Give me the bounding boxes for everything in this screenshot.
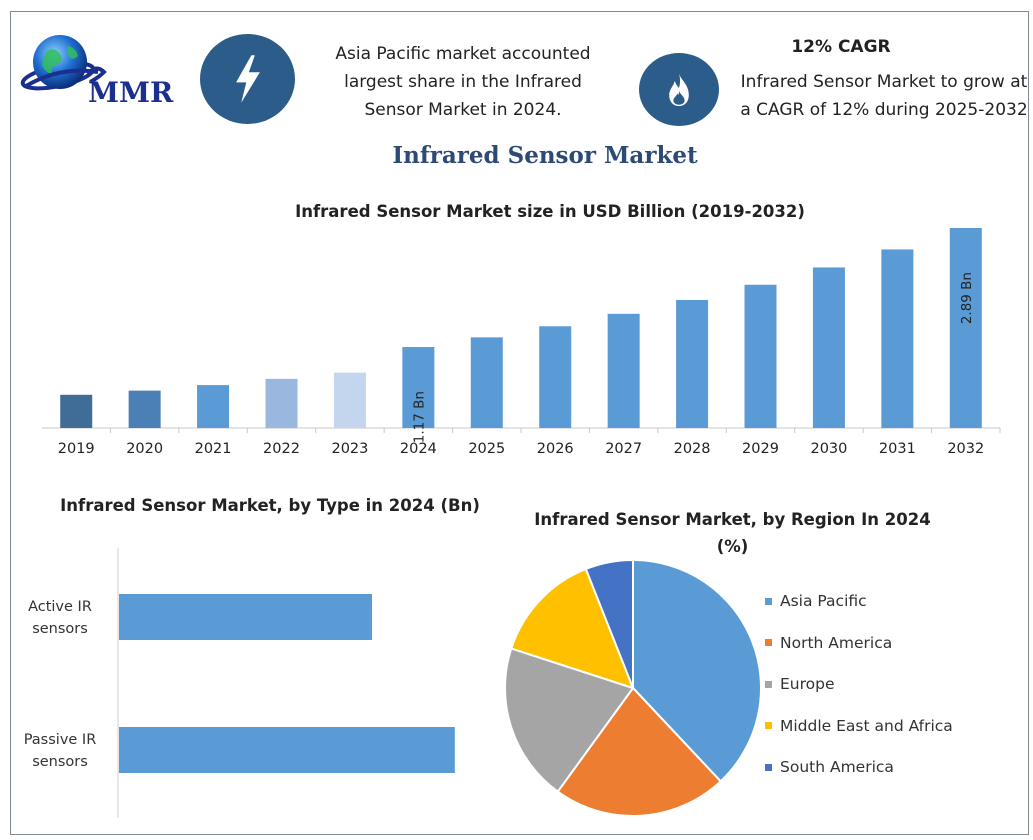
- x-tick-label-2028: 2028: [674, 441, 711, 457]
- bar-2030: [812, 267, 845, 428]
- x-tick-label-2021: 2021: [195, 441, 232, 457]
- type-bar-0: [119, 594, 372, 640]
- data-label-2024: 1.17 Bn: [411, 391, 427, 443]
- type-label-0: Active IR sensors: [28, 599, 92, 637]
- market-size-chart-title: Infrared Sensor Market size in USD Billi…: [295, 202, 805, 221]
- x-tick-label-2019: 2019: [58, 441, 95, 457]
- bar-2019: [60, 394, 93, 428]
- bar-2028: [676, 299, 709, 428]
- type-chart-title: Infrared Sensor Market, by Type in 2024 …: [60, 496, 480, 515]
- x-tick-label-2030: 2030: [810, 441, 847, 457]
- legend-swatch: [765, 680, 772, 688]
- pie-slice-north-america: [556, 686, 723, 817]
- pie-slice-europe: [504, 647, 635, 793]
- legend-label: South America: [780, 758, 894, 776]
- bar-2025: [470, 337, 503, 428]
- x-tick-label-2031: 2031: [879, 441, 916, 457]
- bar-2024: [402, 347, 435, 428]
- x-tick-label-2024: 2024: [400, 441, 437, 457]
- x-tick-label-2025: 2025: [468, 441, 505, 457]
- pie-slice-south-america: [584, 558, 634, 689]
- x-tick-label-2027: 2027: [605, 441, 642, 457]
- info-right-text: Infrared Sensor Market to grow at a CAGR…: [740, 72, 1028, 120]
- x-tick-label-2029: 2029: [742, 441, 779, 457]
- legend-label: Asia Pacific: [780, 592, 867, 610]
- x-tick-label-2032: 2032: [947, 441, 984, 457]
- lightning-bolt-icon: [200, 34, 295, 124]
- x-tick-label-2020: 2020: [126, 441, 163, 457]
- legend-item-asia-pacific: Asia Pacific: [765, 590, 867, 612]
- flame-icon: [639, 53, 719, 126]
- x-tick-label-2026: 2026: [537, 441, 574, 457]
- legend-label: North America: [780, 633, 893, 652]
- bar-2027: [607, 313, 640, 428]
- bar-2020: [128, 390, 161, 428]
- bar-2021: [197, 385, 230, 428]
- data-label-2032: 2.89 Bn: [959, 272, 975, 324]
- pie-slice-middle-east-and-africa: [510, 567, 635, 690]
- legend-item-south-america: South America: [765, 756, 894, 778]
- logo-text: MMR: [88, 76, 174, 109]
- bar-2032: [949, 228, 982, 428]
- bar-2023: [333, 372, 366, 428]
- legend-label: Europe: [780, 675, 835, 693]
- mmr-logo: MMR: [20, 35, 174, 109]
- type-bar-1: [119, 727, 455, 773]
- bar-2022: [265, 378, 298, 428]
- x-tick-label-2023: 2023: [331, 441, 368, 457]
- bar-2029: [744, 284, 777, 428]
- x-tick-label-2022: 2022: [263, 441, 300, 457]
- type-label-1: Passive IR sensors: [24, 732, 97, 770]
- legend-swatch: [765, 722, 772, 729]
- bar-2026: [539, 326, 572, 428]
- pie-slice-asia-pacific: [632, 558, 762, 783]
- legend-label: Middle East and Africa: [780, 716, 953, 735]
- legend-swatch: [765, 763, 772, 771]
- legend-item-europe: Europe: [765, 673, 835, 695]
- legend-item-north-america: North America: [765, 632, 892, 654]
- cagr-title: 12% CAGR: [791, 37, 891, 57]
- main-title: Infrared Sensor Market: [392, 142, 698, 169]
- legend-item-middle-east-and-africa: Middle East and Africa: [765, 715, 953, 737]
- region-chart-title: Infrared Sensor Market, by Region In 202…: [534, 510, 931, 556]
- legend-swatch: [765, 639, 772, 646]
- bar-2031: [881, 249, 914, 428]
- info-left-text: Asia Pacific market accounted largest sh…: [335, 44, 591, 120]
- legend-swatch: [765, 597, 772, 605]
